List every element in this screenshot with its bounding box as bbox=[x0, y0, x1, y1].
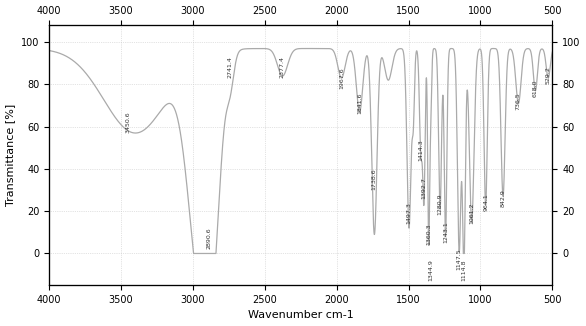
Text: 3450.6: 3450.6 bbox=[125, 111, 131, 133]
Text: 529.2: 529.2 bbox=[546, 67, 551, 84]
Text: 618.0: 618.0 bbox=[533, 80, 538, 97]
Text: 1414.3: 1414.3 bbox=[418, 139, 424, 160]
Text: 1147.5: 1147.5 bbox=[456, 249, 462, 270]
Text: 1061.2: 1061.2 bbox=[469, 202, 474, 224]
Text: 1738.6: 1738.6 bbox=[372, 169, 377, 190]
Text: 1360.3: 1360.3 bbox=[426, 223, 431, 245]
Y-axis label: Transmittance [%]: Transmittance [%] bbox=[5, 104, 16, 206]
Text: 1841.6: 1841.6 bbox=[357, 93, 362, 114]
Text: 2741.4: 2741.4 bbox=[227, 56, 233, 78]
Text: 1392.7: 1392.7 bbox=[421, 177, 427, 199]
Text: 1243.1: 1243.1 bbox=[443, 221, 448, 243]
Text: 2890.6: 2890.6 bbox=[206, 228, 211, 249]
Text: 1967.6: 1967.6 bbox=[339, 67, 344, 89]
Text: 2377.4: 2377.4 bbox=[280, 56, 285, 78]
Text: 1280.9: 1280.9 bbox=[438, 194, 442, 215]
Text: 1497.3: 1497.3 bbox=[407, 202, 411, 224]
Text: 1114.8: 1114.8 bbox=[461, 259, 466, 281]
X-axis label: Wavenumber cm-1: Wavenumber cm-1 bbox=[248, 310, 354, 320]
Text: 964.1: 964.1 bbox=[483, 193, 488, 211]
Text: 842.9: 842.9 bbox=[500, 189, 506, 207]
Text: 736.5: 736.5 bbox=[516, 92, 521, 110]
Text: 1344.9: 1344.9 bbox=[428, 259, 434, 281]
